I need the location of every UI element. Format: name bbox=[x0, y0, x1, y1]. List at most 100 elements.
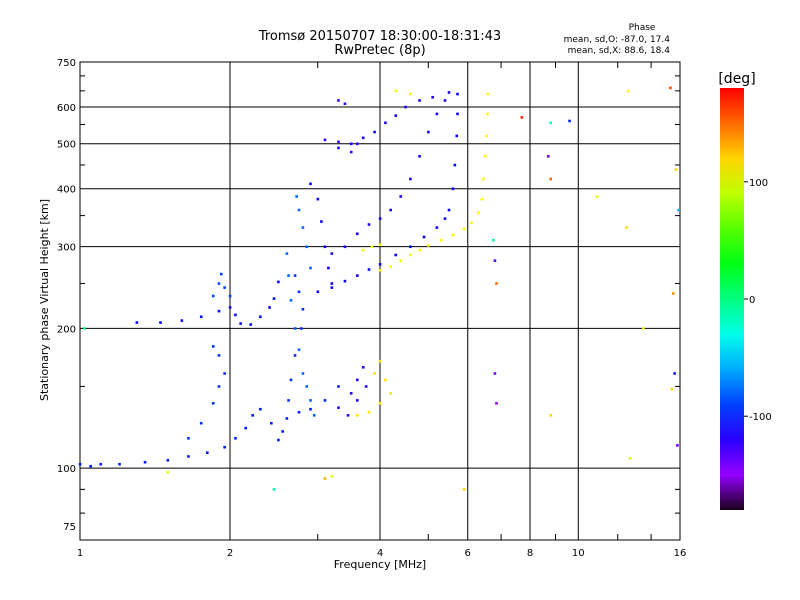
y-axis: 75 100 200 300 400 500 600 750 bbox=[57, 58, 680, 533]
chart-title: Tromsø 20150707 18:30:00-18:31:43 bbox=[258, 29, 501, 44]
data-point bbox=[337, 99, 340, 102]
data-point bbox=[287, 274, 290, 277]
data-point bbox=[443, 217, 447, 220]
data-point bbox=[287, 399, 290, 402]
data-point bbox=[447, 208, 451, 212]
phase-colorbar: 100 0 -100 bbox=[720, 88, 772, 510]
data-point bbox=[249, 323, 253, 326]
y-tick-label: 600 bbox=[57, 103, 76, 114]
outlier-point bbox=[83, 327, 86, 330]
data-point bbox=[367, 268, 371, 271]
data-point bbox=[378, 268, 382, 272]
data-point bbox=[367, 410, 371, 414]
data-point bbox=[305, 245, 309, 249]
data-point bbox=[223, 445, 226, 449]
y-tick-label: 750 bbox=[57, 58, 76, 69]
data-point bbox=[453, 163, 457, 167]
data-point bbox=[355, 232, 359, 236]
data-point bbox=[327, 266, 330, 270]
data-point bbox=[455, 134, 459, 138]
outlier-point bbox=[595, 195, 599, 198]
outlier-point bbox=[674, 168, 678, 171]
outlier-point bbox=[549, 121, 553, 125]
data-point bbox=[482, 177, 485, 181]
data-point bbox=[355, 378, 359, 382]
data-point bbox=[187, 455, 190, 458]
data-point bbox=[199, 421, 203, 425]
phase-heading: Phase bbox=[629, 23, 656, 33]
data-point bbox=[323, 399, 327, 402]
x-tick-label: 8 bbox=[527, 548, 533, 559]
data-point bbox=[295, 195, 298, 198]
outlier-point bbox=[676, 444, 679, 447]
data-point bbox=[281, 430, 284, 433]
data-point bbox=[199, 315, 203, 319]
data-point bbox=[361, 248, 365, 252]
data-point bbox=[389, 392, 392, 395]
data-point bbox=[217, 282, 221, 285]
outlier-point bbox=[520, 116, 524, 119]
data-point bbox=[361, 136, 365, 140]
data-point bbox=[301, 307, 305, 311]
data-point bbox=[451, 187, 455, 191]
y-tick-label: 100 bbox=[57, 464, 76, 475]
y-axis-label: Stationary phase Virtual Height [km] bbox=[38, 199, 51, 401]
data-point bbox=[217, 354, 221, 357]
data-point bbox=[389, 265, 392, 268]
data-point bbox=[394, 114, 398, 117]
data-point bbox=[309, 266, 312, 270]
colorbar-tick-label: 100 bbox=[749, 178, 768, 189]
data-point bbox=[285, 252, 289, 255]
outlier-point bbox=[670, 387, 674, 391]
data-point bbox=[418, 154, 421, 158]
data-point bbox=[394, 89, 398, 93]
data-point bbox=[301, 226, 305, 229]
data-point bbox=[143, 460, 147, 464]
data-point bbox=[228, 306, 232, 309]
x-tick-label: 10 bbox=[572, 548, 585, 559]
outlier-point bbox=[549, 177, 553, 181]
data-point bbox=[270, 421, 273, 425]
data-point bbox=[343, 102, 347, 106]
data-point bbox=[277, 438, 280, 442]
outlier-point bbox=[166, 470, 170, 474]
data-point bbox=[211, 294, 215, 298]
data-point bbox=[462, 227, 466, 231]
data-point bbox=[312, 414, 316, 417]
data-point bbox=[389, 208, 392, 212]
x-tick-label: 16 bbox=[674, 548, 687, 559]
y-tick-label: 400 bbox=[57, 185, 76, 196]
data-point bbox=[370, 245, 374, 249]
data-point bbox=[337, 385, 340, 388]
y-tick-label: 300 bbox=[57, 243, 76, 254]
data-point bbox=[268, 306, 271, 309]
y-tick-label: 500 bbox=[57, 140, 76, 151]
data-point bbox=[343, 245, 347, 249]
phase-o-stats: mean, sd,O: -87.0, 17.4 bbox=[564, 35, 671, 45]
data-point bbox=[211, 345, 215, 348]
data-point bbox=[409, 253, 412, 257]
data-point bbox=[343, 279, 347, 283]
data-point bbox=[486, 92, 490, 96]
data-point bbox=[443, 99, 447, 102]
data-point bbox=[384, 378, 387, 382]
data-point bbox=[378, 359, 382, 363]
data-point bbox=[228, 294, 232, 298]
outlier-point bbox=[627, 89, 630, 93]
data-point bbox=[373, 130, 376, 134]
data-point bbox=[135, 321, 139, 324]
data-point bbox=[316, 197, 320, 201]
outlier-point bbox=[671, 292, 675, 295]
colorbar-tick-label: 0 bbox=[749, 295, 755, 306]
data-point bbox=[205, 451, 209, 454]
data-point bbox=[373, 372, 376, 375]
data-point bbox=[427, 244, 430, 247]
outlier-point bbox=[493, 259, 497, 262]
data-point bbox=[355, 142, 359, 146]
data-point bbox=[251, 414, 254, 417]
data-point bbox=[293, 327, 297, 330]
data-point bbox=[187, 436, 190, 440]
outlier-point bbox=[628, 457, 632, 460]
data-point bbox=[297, 410, 301, 414]
